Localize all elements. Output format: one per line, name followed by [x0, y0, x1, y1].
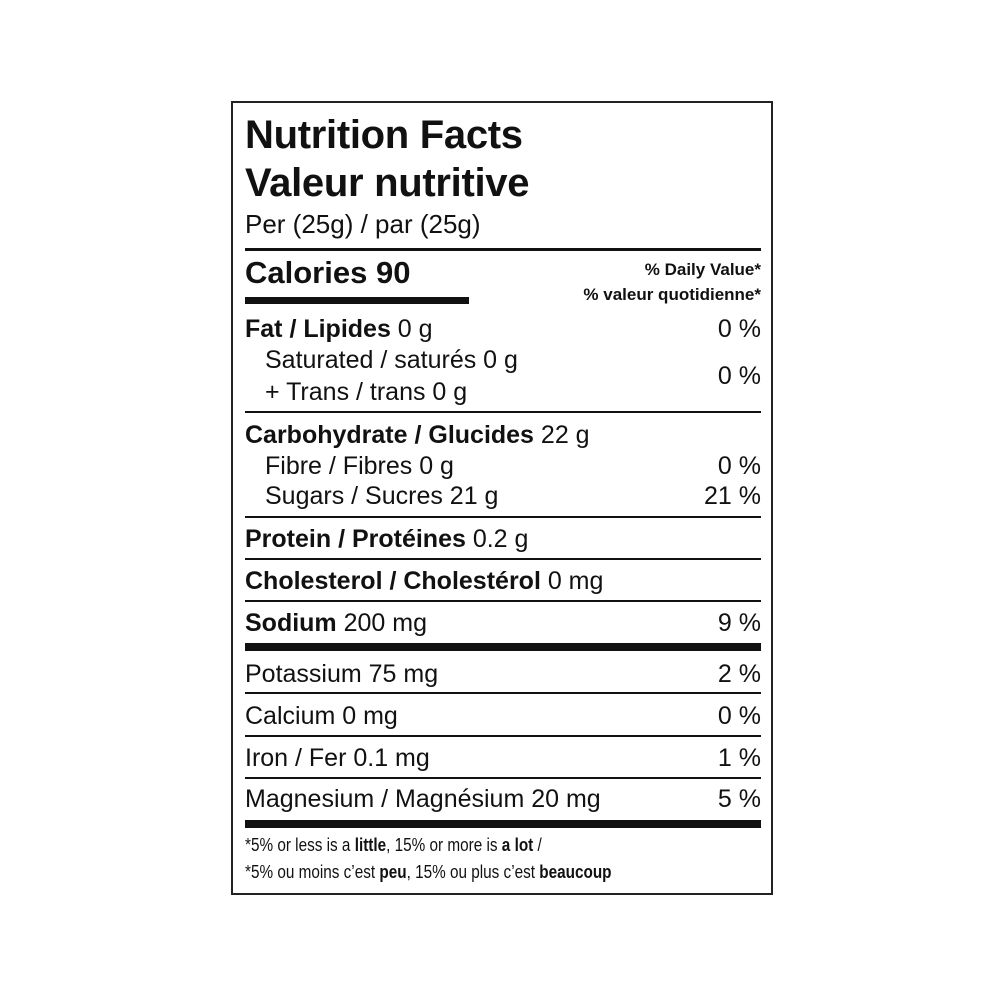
sodium-amount: 200 mg: [336, 609, 428, 637]
sat-trans-pct-wrap: 0 %: [661, 361, 761, 391]
sugars-pct: 21 %: [704, 482, 761, 510]
row-potassium: Potassium 75 mg 2 %: [245, 659, 761, 689]
row-magnesium: Magnesium / Magnésium 20 mg 5 %: [245, 784, 761, 814]
protein-label: Protein / Protéines: [245, 525, 466, 553]
divider: [245, 516, 761, 518]
daily-value-en: % Daily Value*: [644, 260, 761, 279]
row-saturated: Saturated / saturés 0 g: [265, 345, 761, 375]
sugars-label: Sugars / Sucres 21 g: [265, 482, 499, 510]
nutrition-facts-label: Nutrition Facts Valeur nutritive Per (25…: [231, 101, 773, 895]
thick-divider: [245, 643, 761, 651]
divider: [245, 777, 761, 779]
fat-amount: 0 g: [390, 315, 433, 343]
calories: Calories 90: [245, 255, 411, 290]
row-sugars: Sugars / Sucres 21 g 21 %: [265, 481, 761, 511]
calcium-pct: 0 %: [717, 702, 761, 730]
trans-label: + Trans / trans 0 g: [265, 378, 468, 406]
divider: [245, 692, 761, 694]
row-protein: Protein / Protéines 0.2 g: [245, 524, 761, 554]
row-carbohydrate: Carbohydrate / Glucides 22 g: [245, 420, 761, 450]
fat-pct: 0 %: [717, 315, 761, 343]
footnote-fr: *5% ou moins c’est peu, 15% ou plus c’es…: [245, 862, 612, 882]
divider: [245, 735, 761, 737]
cholesterol-label: Cholesterol / Cholestérol: [245, 567, 541, 595]
thick-divider: [245, 820, 761, 828]
fat-label: Fat / Lipides: [245, 315, 391, 343]
iron-pct: 1 %: [717, 744, 761, 772]
fibre-pct: 0 %: [717, 452, 761, 480]
row-fibre: Fibre / Fibres 0 g 0 %: [265, 451, 761, 481]
title-en: Nutrition Facts: [245, 113, 523, 157]
footnote-en: *5% or less is a little, 15% or more is …: [245, 835, 542, 855]
calcium-label: Calcium 0 mg: [245, 702, 398, 730]
cholesterol-amount: 0 mg: [540, 567, 604, 595]
sat-trans-pct: 0 %: [717, 362, 761, 390]
magnesium-pct: 5 %: [717, 785, 761, 813]
row-sodium: Sodium 200 mg 9 %: [245, 608, 761, 638]
daily-value-fr: % valeur quotidienne*: [583, 285, 761, 304]
carb-amount: 22 g: [533, 421, 590, 449]
divider: [245, 248, 761, 251]
sodium-label: Sodium: [245, 609, 337, 637]
fibre-label: Fibre / Fibres 0 g: [265, 452, 454, 480]
divider: [245, 411, 761, 413]
divider: [245, 558, 761, 560]
protein-amount: 0.2 g: [465, 525, 529, 553]
serving-size: Per (25g) / par (25g): [245, 209, 481, 239]
divider: [245, 600, 761, 602]
row-trans: + Trans / trans 0 g: [265, 377, 761, 407]
row-cholesterol: Cholesterol / Cholestérol 0 mg: [245, 566, 761, 596]
row-calcium: Calcium 0 mg 0 %: [245, 701, 761, 731]
sodium-pct: 9 %: [717, 609, 761, 637]
row-fat: Fat / Lipides 0 g 0 %: [245, 314, 761, 344]
row-iron: Iron / Fer 0.1 mg 1 %: [245, 743, 761, 773]
magnesium-label: Magnesium / Magnésium 20 mg: [245, 785, 601, 813]
saturated-label: Saturated / saturés 0 g: [265, 346, 518, 374]
potassium-pct: 2 %: [717, 660, 761, 688]
calories-bar: [245, 297, 469, 304]
carb-label: Carbohydrate / Glucides: [245, 421, 534, 449]
potassium-label: Potassium 75 mg: [245, 660, 439, 688]
title-fr: Valeur nutritive: [245, 161, 530, 205]
iron-label: Iron / Fer 0.1 mg: [245, 744, 430, 772]
